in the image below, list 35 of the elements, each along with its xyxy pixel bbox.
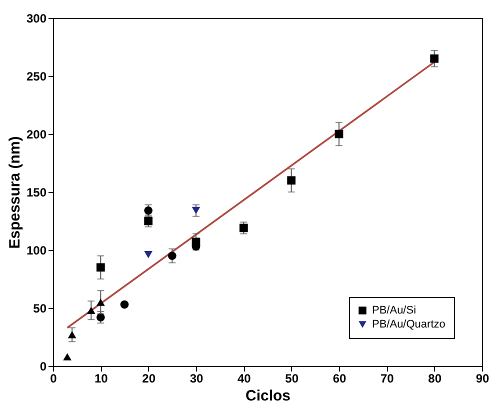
x-tick-label: 0 <box>50 372 58 386</box>
point <box>96 298 105 306</box>
y-tick-label: 300 <box>26 12 47 26</box>
x-tick-label: 10 <box>94 372 108 386</box>
point <box>168 252 176 260</box>
x-tick-label: 70 <box>380 372 394 386</box>
legend-label: PB/Au/Si <box>372 304 416 316</box>
x-tick-label: 30 <box>190 372 204 386</box>
x-tick-label: 20 <box>142 372 156 386</box>
y-tick-label: 250 <box>26 70 47 84</box>
point <box>144 251 153 258</box>
point <box>334 130 344 138</box>
point <box>96 313 105 322</box>
point <box>120 300 129 309</box>
y-tick-label: 150 <box>26 186 47 200</box>
y-tick-label: 50 <box>33 302 47 316</box>
x-tick-label: 90 <box>476 372 490 386</box>
legend-label: PB/Au/Quartzo <box>372 318 446 330</box>
point <box>430 54 439 63</box>
point <box>68 331 76 338</box>
point <box>239 224 248 232</box>
x-tick-label: 60 <box>332 372 346 386</box>
point <box>287 176 296 185</box>
y-tick-label: 100 <box>26 244 47 258</box>
y-tick-label: 200 <box>26 128 47 142</box>
x-axis-title: Ciclos <box>245 388 291 404</box>
y-tick-label: 0 <box>40 360 47 374</box>
x-tick-label: 50 <box>285 372 299 386</box>
y-axis-title: Espessura (nm) <box>6 136 24 249</box>
x-tick-label: 80 <box>428 372 442 386</box>
point <box>192 206 200 214</box>
point <box>63 353 72 360</box>
x-tick-label: 40 <box>237 372 252 386</box>
point <box>96 263 105 272</box>
point <box>86 306 96 314</box>
